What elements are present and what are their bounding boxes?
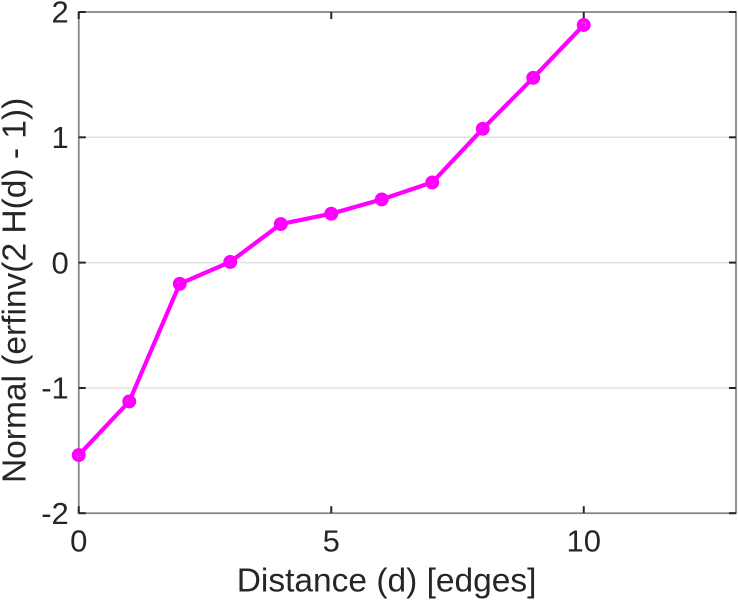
svg-text:0: 0 [70,524,87,559]
svg-text:0: 0 [52,245,69,280]
svg-text:5: 5 [323,524,340,559]
svg-text:2: 2 [52,0,69,30]
svg-text:1: 1 [52,120,69,155]
svg-text:10: 10 [567,524,601,559]
svg-text:Distance (d) [edges]: Distance (d) [edges] [237,563,537,600]
svg-text:Normal (erfinv(2 H(d) - 1)): Normal (erfinv(2 H(d) - 1)) [0,98,34,483]
svg-text:-1: -1 [41,371,69,406]
svg-text:-2: -2 [41,496,69,531]
